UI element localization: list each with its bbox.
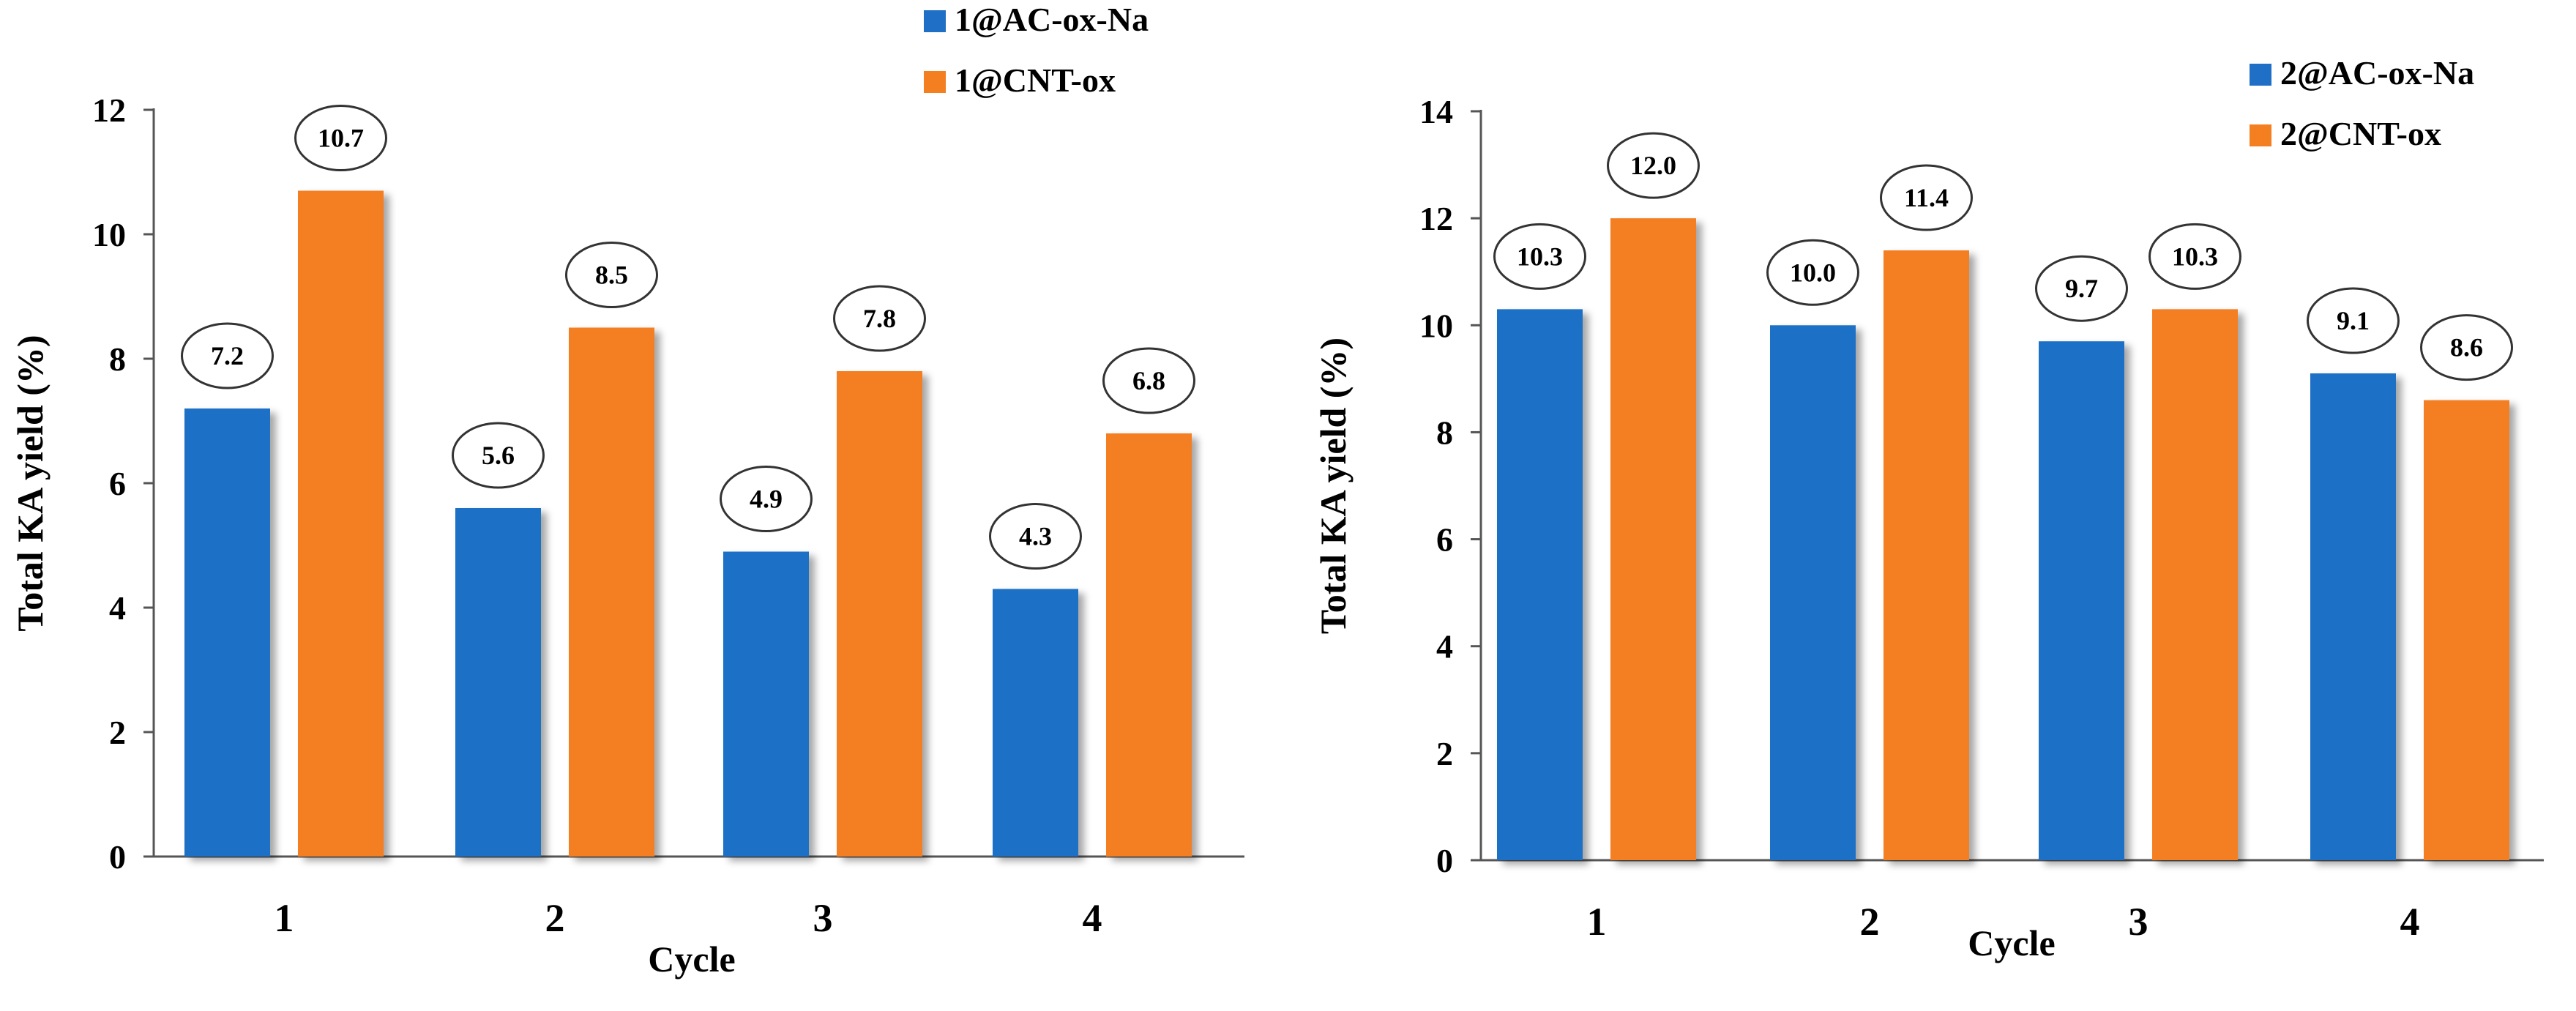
legend-swatch-1@AC-ox-Na bbox=[924, 10, 946, 32]
data-label-bubble bbox=[1102, 347, 1195, 414]
bar-1@CNT-ox-cycle-1 bbox=[298, 190, 384, 857]
data-label: 4.9 bbox=[750, 485, 783, 514]
bar-1@AC-ox-Na-cycle-2 bbox=[455, 508, 541, 857]
data-label: 12.0 bbox=[1630, 151, 1676, 180]
x-axis-title: Cycle bbox=[1968, 922, 2055, 963]
y-tick-label: 12 bbox=[92, 92, 126, 129]
bar-1@CNT-ox-cycle-3 bbox=[837, 371, 922, 857]
data-label-bubble bbox=[2035, 255, 2128, 322]
data-label-bubble bbox=[452, 422, 545, 489]
data-label-bubble bbox=[565, 242, 658, 308]
x-tick-label: 2 bbox=[1860, 900, 1880, 944]
legend-swatch-2@AC-ox-Na bbox=[2250, 64, 2271, 86]
data-label: 6.8 bbox=[1132, 366, 1165, 395]
bar-2@CNT-ox-cycle-3 bbox=[2152, 309, 2238, 861]
data-label: 11.4 bbox=[1904, 183, 1949, 212]
data-label: 8.6 bbox=[2450, 333, 2483, 362]
data-label-bubble bbox=[181, 322, 274, 389]
y-tick-label: 8 bbox=[1436, 414, 1453, 451]
data-label: 4.3 bbox=[1019, 522, 1052, 551]
chart-2: 0 2 4 6 8 10 12 14 10.3 12.0 1 10.0 11.4 2 9.7 10.3 3 9.1… bbox=[1313, 54, 2544, 963]
legend-label: 2@CNT-ox bbox=[2280, 115, 2441, 152]
data-label: 10.3 bbox=[2172, 242, 2218, 271]
y-tick-label: 10 bbox=[92, 216, 126, 253]
data-label-bubble bbox=[294, 105, 387, 171]
bar-1@AC-ox-Na-cycle-4 bbox=[993, 589, 1078, 857]
x-tick-label: 4 bbox=[2400, 900, 2420, 944]
chart-1: 0 2 4 6 8 10 12 7.2 10.7 1 5.6 8.5 2 4.9 7.8 3 4.3 6.8 4 To… bbox=[10, 1, 1244, 980]
legend-swatch-1@CNT-ox bbox=[924, 71, 946, 93]
data-label-bubble bbox=[720, 466, 813, 532]
bar-2@CNT-ox-cycle-4 bbox=[2424, 400, 2509, 860]
bar-1@CNT-ox-cycle-2 bbox=[569, 327, 654, 857]
y-tick-label: 14 bbox=[1419, 93, 1453, 130]
y-tick-label: 6 bbox=[1436, 521, 1453, 559]
bar-1@CNT-ox-cycle-4 bbox=[1106, 433, 1192, 857]
y-tick-label: 4 bbox=[109, 589, 126, 627]
legend: 1@AC-ox-Na 1@CNT-ox bbox=[924, 1, 1149, 99]
data-label: 9.7 bbox=[2065, 274, 2098, 303]
y-axis-title: Total KA yield (%) bbox=[1313, 337, 1354, 634]
data-label-bubble bbox=[1493, 223, 1586, 290]
bar-2@AC-ox-Na-cycle-2 bbox=[1770, 325, 1856, 860]
legend-label: 2@AC-ox-Na bbox=[2280, 54, 2474, 92]
data-label-bubble bbox=[1766, 239, 1859, 306]
data-label: 9.1 bbox=[2337, 306, 2370, 335]
data-label-bubble bbox=[2307, 287, 2400, 354]
y-tick-label: 6 bbox=[109, 465, 126, 502]
x-tick-label: 1 bbox=[275, 896, 294, 940]
x-tick-label: 3 bbox=[2129, 900, 2148, 944]
data-label-bubble bbox=[989, 503, 1082, 570]
y-tick-label: 0 bbox=[109, 838, 126, 876]
data-label-bubble bbox=[1607, 132, 1700, 199]
bar-1@AC-ox-Na-cycle-1 bbox=[184, 408, 270, 857]
bar-2@AC-ox-Na-cycle-3 bbox=[2039, 341, 2124, 860]
y-tick-label: 2 bbox=[1436, 735, 1453, 772]
bar-2@CNT-ox-cycle-1 bbox=[1610, 218, 1696, 861]
x-tick-label: 1 bbox=[1587, 900, 1607, 944]
y-tick-label: 8 bbox=[109, 340, 126, 378]
data-label: 10.7 bbox=[318, 124, 364, 153]
data-label-bubble bbox=[2420, 314, 2513, 381]
y-tick-label: 0 bbox=[1436, 842, 1453, 879]
y-tick-label: 12 bbox=[1419, 200, 1453, 237]
y-axis-title: Total KA yield (%) bbox=[10, 335, 51, 631]
legend-label: 1@CNT-ox bbox=[955, 61, 1116, 99]
data-label-bubble bbox=[2148, 223, 2241, 290]
y-tick-label: 2 bbox=[109, 714, 126, 751]
y-tick-label: 4 bbox=[1436, 628, 1453, 665]
data-label-bubble bbox=[833, 285, 926, 352]
data-label-bubble bbox=[1880, 164, 1973, 231]
data-label: 5.6 bbox=[482, 441, 515, 470]
bar-2@AC-ox-Na-cycle-1 bbox=[1497, 309, 1583, 861]
bar-1@AC-ox-Na-cycle-3 bbox=[723, 551, 809, 857]
legend-label: 1@AC-ox-Na bbox=[955, 1, 1149, 38]
data-label: 8.5 bbox=[595, 261, 628, 290]
x-axis-title: Cycle bbox=[648, 939, 735, 980]
bar-2@AC-ox-Na-cycle-4 bbox=[2310, 373, 2396, 860]
data-label: 7.8 bbox=[863, 304, 896, 333]
legend-swatch-2@CNT-ox bbox=[2250, 124, 2271, 146]
x-tick-label: 2 bbox=[545, 896, 565, 940]
data-label: 10.0 bbox=[1790, 258, 1836, 287]
y-tick-label: 10 bbox=[1419, 307, 1453, 344]
data-label: 7.2 bbox=[211, 341, 244, 370]
x-tick-label: 3 bbox=[813, 896, 833, 940]
bar-2@CNT-ox-cycle-2 bbox=[1884, 250, 1969, 860]
data-label: 10.3 bbox=[1517, 242, 1563, 271]
legend: 2@AC-ox-Na 2@CNT-ox bbox=[2250, 54, 2474, 152]
x-tick-label: 4 bbox=[1083, 896, 1102, 940]
